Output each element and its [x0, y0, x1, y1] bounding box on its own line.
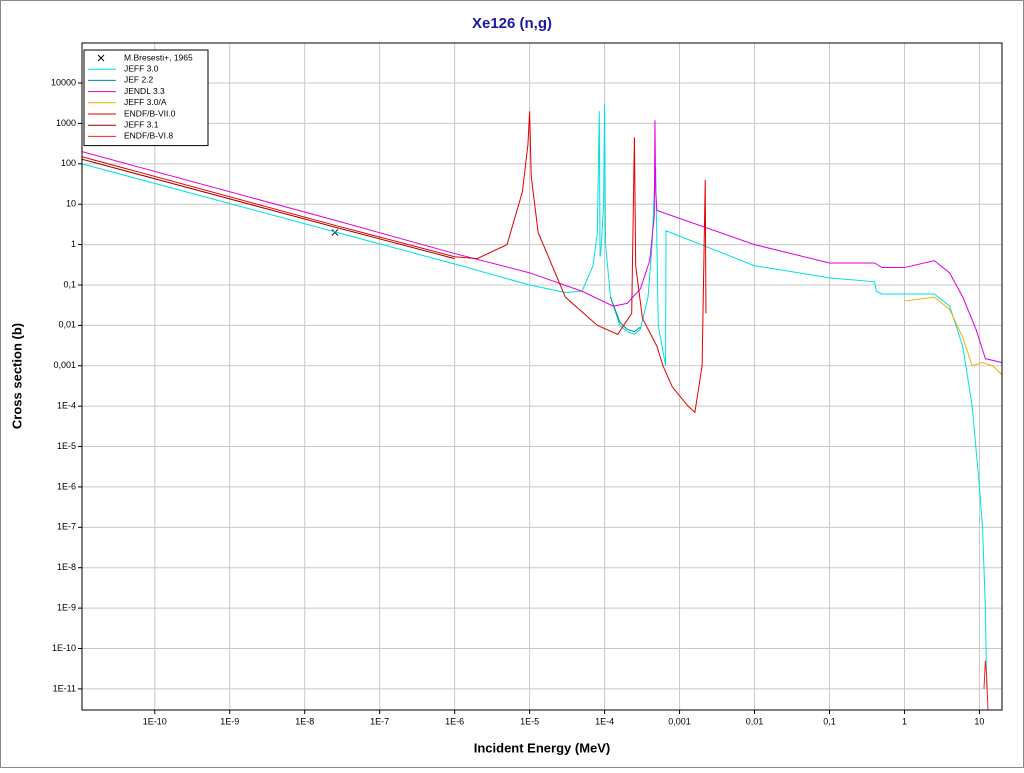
y-tick-label: 1E-8 — [57, 562, 76, 572]
legend-label: ENDF/B-VI.8 — [124, 131, 173, 141]
series-line — [983, 660, 989, 710]
y-tick-label: 1E-5 — [57, 441, 76, 451]
x-tick-label: 1E-10 — [143, 716, 167, 726]
series-line — [904, 296, 1002, 376]
y-tick-label: 1000 — [56, 118, 76, 128]
series-line — [82, 111, 707, 414]
series-line — [610, 296, 641, 333]
x-tick-label: 0,01 — [746, 716, 764, 726]
legend-label: M.Bresesti+, 1965 — [124, 52, 193, 62]
legend-label: JEFF 3.0/A — [124, 97, 167, 107]
x-tick-label: 0,1 — [823, 716, 836, 726]
x-tick-label: 1E-9 — [220, 716, 239, 726]
x-tick-label: 1E-5 — [520, 716, 539, 726]
y-tick-label: 0,1 — [63, 279, 76, 289]
x-tick-label: 0,001 — [668, 716, 691, 726]
y-tick-label: 1E-7 — [57, 522, 76, 532]
x-tick-label: 1 — [902, 716, 907, 726]
legend-label: JEFF 3.0 — [124, 63, 159, 73]
x-tick-label: 1E-6 — [445, 716, 464, 726]
y-tick-label: 10 — [66, 199, 76, 209]
y-tick-label: 1E-9 — [57, 602, 76, 612]
x-tick-label: 1E-7 — [370, 716, 389, 726]
legend-box — [83, 49, 209, 147]
y-tick-label: 0,001 — [53, 360, 76, 370]
legend-marker — [97, 54, 105, 62]
legend-label: JEFF 3.1 — [124, 119, 159, 129]
x-tick-label: 1E-8 — [295, 716, 314, 726]
y-tick-label: 1E-6 — [57, 481, 76, 491]
y-tick-label: 10000 — [51, 77, 76, 87]
series-line — [82, 104, 988, 689]
y-tick-label: 1E-10 — [52, 643, 76, 653]
y-tick-label: 0,01 — [58, 320, 76, 330]
x-tick-label: 1E-4 — [595, 716, 614, 726]
legend-label: JENDL 3.3 — [124, 86, 165, 96]
series-line — [82, 120, 1002, 364]
series-line — [82, 158, 455, 260]
legend-label: ENDF/B-VII.0 — [124, 108, 176, 118]
y-tick-label: 1 — [71, 239, 76, 249]
legend-label: JEF 2.2 — [124, 75, 154, 85]
y-tick-label: 1E-4 — [57, 401, 76, 411]
x-tick-label: 10 — [974, 716, 984, 726]
chart-title: Xe126 (n,g) — [472, 15, 552, 32]
y-axis-label: Cross section (b) — [9, 323, 24, 429]
plot-border — [81, 42, 1003, 711]
x-axis-label: Incident Energy (MeV) — [474, 740, 611, 755]
y-tick-label: 1E-11 — [53, 683, 76, 693]
y-tick-label: 100 — [61, 158, 76, 168]
